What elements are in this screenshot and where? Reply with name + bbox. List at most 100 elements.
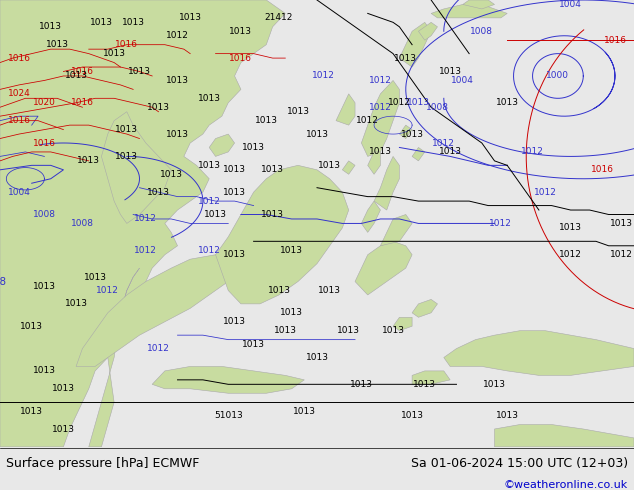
Text: 1013: 1013 [413, 380, 436, 389]
Text: 1016: 1016 [591, 165, 614, 174]
Text: 1013: 1013 [255, 116, 278, 125]
Text: 1013: 1013 [306, 129, 328, 139]
Text: 1013: 1013 [115, 125, 138, 134]
Text: 1013: 1013 [160, 170, 183, 179]
Text: 1013: 1013 [337, 326, 360, 335]
Polygon shape [76, 255, 241, 367]
Polygon shape [216, 165, 349, 304]
Text: 1013: 1013 [382, 326, 404, 335]
Text: 1004: 1004 [559, 0, 582, 9]
Text: 1013: 1013 [128, 67, 151, 76]
Text: 1012: 1012 [610, 250, 633, 259]
Polygon shape [152, 367, 304, 393]
Polygon shape [361, 80, 399, 156]
Text: 1013: 1013 [33, 367, 56, 375]
Polygon shape [209, 134, 235, 156]
Text: 1013: 1013 [439, 147, 462, 156]
Text: 1013: 1013 [280, 246, 303, 255]
Text: 1008: 1008 [71, 219, 94, 228]
Text: 1013: 1013 [268, 286, 290, 295]
Text: 1013: 1013 [610, 219, 633, 228]
Text: 1012: 1012 [369, 103, 392, 112]
Text: 1000: 1000 [547, 72, 569, 80]
Text: 1012: 1012 [432, 139, 455, 147]
Text: 51013: 51013 [214, 411, 243, 420]
Text: 1013: 1013 [261, 165, 284, 174]
Text: 1012: 1012 [489, 219, 512, 228]
Text: 1013: 1013 [179, 13, 202, 23]
Text: 1012: 1012 [166, 31, 189, 40]
Text: 1013: 1013 [122, 18, 145, 27]
Text: 1013: 1013 [439, 67, 462, 76]
Text: 1013: 1013 [242, 340, 265, 348]
Text: 1013: 1013 [293, 407, 316, 416]
Text: 1013: 1013 [84, 272, 107, 282]
Text: 1013: 1013 [242, 143, 265, 152]
Text: 1012: 1012 [198, 196, 221, 206]
Text: 1016: 1016 [8, 53, 30, 63]
Text: 1013: 1013 [115, 152, 138, 161]
Text: 1012: 1012 [559, 250, 582, 259]
Text: 1016: 1016 [115, 40, 138, 49]
Text: 21412: 21412 [265, 13, 293, 23]
Text: 1013: 1013 [52, 384, 75, 393]
Text: 1013: 1013 [166, 76, 189, 85]
Text: ©weatheronline.co.uk: ©weatheronline.co.uk [503, 480, 628, 490]
Text: 1013: 1013 [559, 223, 582, 232]
Text: 1013: 1013 [198, 94, 221, 103]
Polygon shape [374, 156, 399, 210]
Text: 1008: 1008 [426, 103, 449, 112]
Text: 1008: 1008 [470, 27, 493, 36]
Text: 1020: 1020 [33, 98, 56, 107]
Polygon shape [495, 424, 634, 447]
Polygon shape [336, 94, 355, 125]
Text: 1013: 1013 [204, 210, 227, 219]
Polygon shape [368, 152, 380, 174]
Text: 1013: 1013 [261, 210, 284, 219]
Text: 1012: 1012 [147, 344, 170, 353]
Polygon shape [431, 4, 507, 18]
Polygon shape [342, 161, 355, 174]
Text: 1004: 1004 [8, 188, 30, 196]
Text: 1012: 1012 [312, 72, 335, 80]
Text: 1008: 1008 [33, 210, 56, 219]
Polygon shape [0, 0, 285, 447]
Text: 1013: 1013 [350, 380, 373, 389]
Text: 1013: 1013 [39, 23, 62, 31]
Polygon shape [412, 371, 450, 384]
Polygon shape [463, 0, 495, 9]
Text: 1016: 1016 [33, 139, 56, 147]
Text: 1013: 1013 [223, 250, 246, 259]
Text: 1016: 1016 [230, 53, 252, 63]
Polygon shape [380, 215, 412, 246]
Text: 1024: 1024 [8, 89, 30, 98]
Text: 1013: 1013 [318, 161, 341, 170]
Text: 1013: 1013 [198, 161, 221, 170]
Text: 1013: 1013 [407, 98, 430, 107]
Text: 1012: 1012 [534, 188, 557, 196]
Text: 1012: 1012 [388, 98, 411, 107]
Text: 1013: 1013 [20, 322, 43, 331]
Polygon shape [355, 241, 412, 295]
Text: 1013: 1013 [52, 424, 75, 434]
Polygon shape [399, 125, 412, 139]
Polygon shape [418, 23, 437, 40]
Text: 1013: 1013 [223, 188, 246, 196]
Text: 1012: 1012 [369, 76, 392, 85]
Text: 1013: 1013 [90, 18, 113, 27]
Text: 1013: 1013 [496, 411, 519, 420]
Text: 1013: 1013 [318, 286, 341, 295]
Text: 1013: 1013 [103, 49, 126, 58]
Text: 1012: 1012 [134, 215, 157, 223]
Text: 1004: 1004 [451, 76, 474, 85]
Text: 1012: 1012 [96, 286, 119, 295]
Text: 1012: 1012 [521, 147, 544, 156]
Text: 1012: 1012 [134, 246, 157, 255]
Text: 08: 08 [0, 276, 6, 287]
Text: 1013: 1013 [287, 107, 309, 116]
Text: 1012: 1012 [356, 116, 379, 125]
Text: 1013: 1013 [223, 165, 246, 174]
Text: 1016: 1016 [604, 36, 626, 45]
Text: 1013: 1013 [306, 353, 328, 362]
Text: 1013: 1013 [33, 281, 56, 291]
